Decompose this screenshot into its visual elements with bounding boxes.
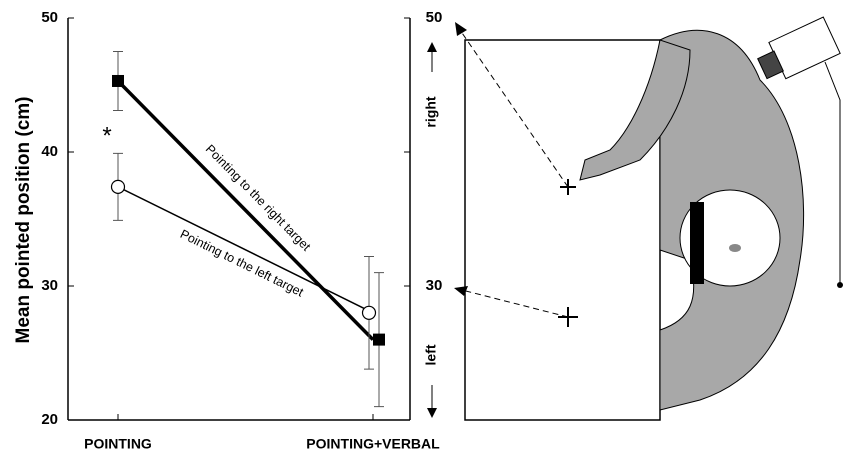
figure: Mean pointed position (cm) * right left … [0,0,849,458]
y2-tick-label: 50 [426,9,443,26]
cable-end [837,282,843,288]
ear [729,244,741,252]
series-line [118,187,373,313]
marker [363,306,376,319]
y2-tick-label: 30 [426,277,443,294]
marker [373,334,385,346]
direction-label: left [423,344,439,365]
visor [690,202,704,284]
arrowhead [455,22,467,36]
y-tick-label: 40 [41,143,58,160]
series-label: Pointing to the left target [178,227,306,300]
y-tick-label: 30 [41,277,58,294]
camera [753,17,840,86]
series-line [118,81,373,340]
page: Mean pointed position (cm) * right left … [0,0,849,458]
y-tick-label: 20 [41,411,58,428]
arrowhead [427,408,437,418]
y-axis-title: Mean pointed position (cm) [13,97,34,344]
marker [112,75,124,87]
marker [112,180,125,193]
arrowhead [427,42,437,52]
x-tick-label: POINTING [84,436,152,452]
direction-label: right [423,96,439,127]
y-tick-label: 50 [41,9,58,26]
camera-cable [825,62,840,285]
board [465,40,660,420]
diagram [427,17,843,420]
x-tick-label: POINTING+VERBAL [306,436,440,452]
asterisk: * [102,122,111,149]
